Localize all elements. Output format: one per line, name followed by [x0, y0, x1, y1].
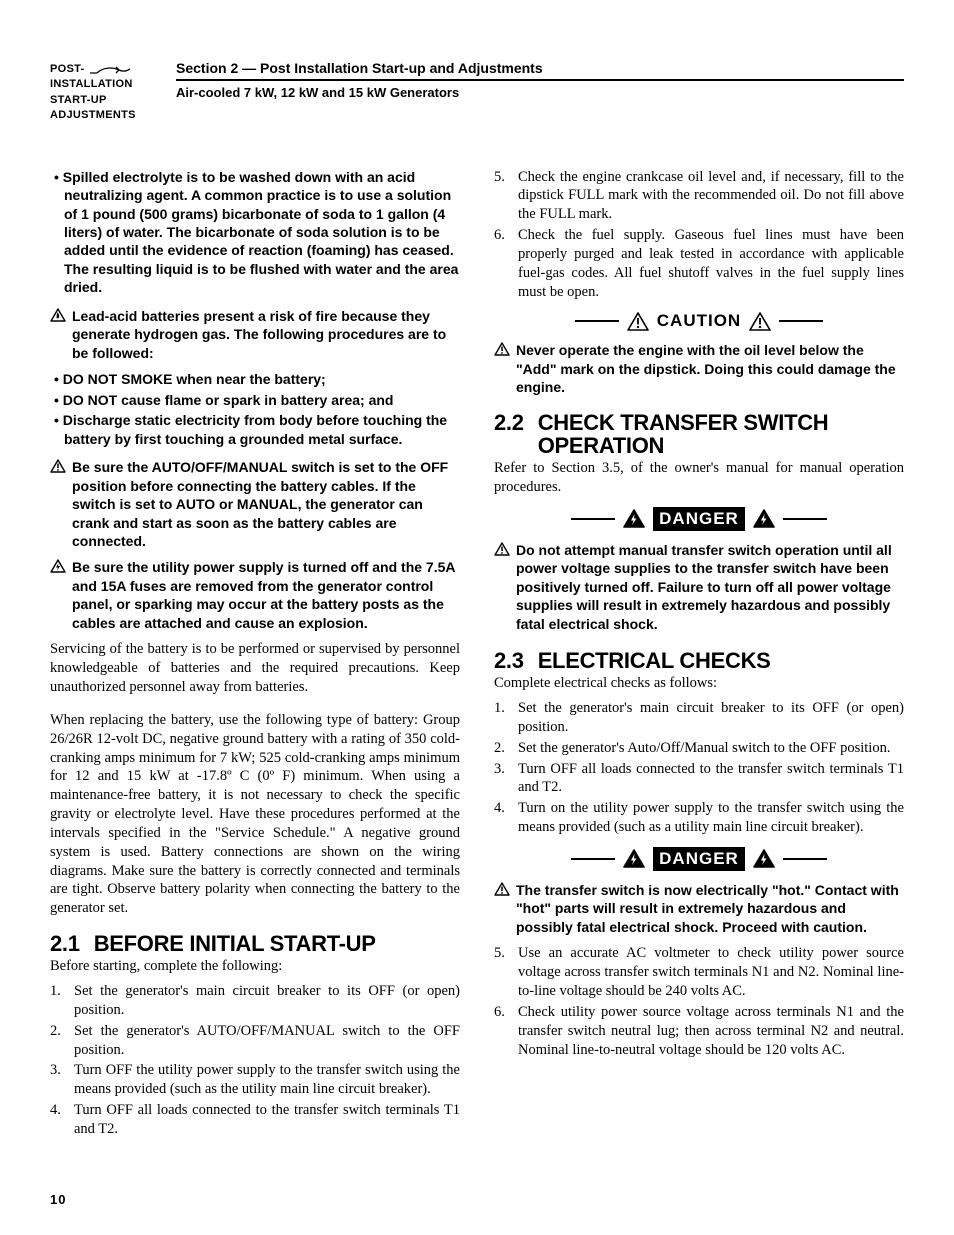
- utility-off-warning: Be sure the utility power supply is turn…: [50, 558, 460, 632]
- danger-banner-2: DANGER: [494, 847, 904, 871]
- warning-icon: [749, 312, 771, 331]
- servicing-para: Servicing of the battery is to be perfor…: [50, 640, 460, 697]
- caution-text: Never operate the engine with the oil le…: [516, 342, 896, 395]
- utility-off-text: Be sure the utility power supply is turn…: [72, 559, 455, 630]
- caution-para: Never operate the engine with the oil le…: [494, 341, 904, 396]
- replace-para: When replacing the battery, use the foll…: [50, 711, 460, 918]
- pre-list: Check the engine crankcase oil level and…: [494, 168, 904, 302]
- bolt-solid-icon: [753, 849, 775, 868]
- banner-line: [575, 320, 619, 322]
- bolt-solid-icon: [623, 849, 645, 868]
- caution-banner: CAUTION: [494, 311, 904, 331]
- banner-line: [571, 518, 615, 520]
- right-column: Check the engine crankcase oil level and…: [494, 168, 904, 1145]
- h22-lead: Refer to Section 3.5, of the owner's man…: [494, 459, 904, 497]
- heading-2-1: 2.1 BEFORE INITIAL START-UP: [50, 932, 460, 955]
- swoosh-icon: [89, 65, 131, 75]
- bullet-flame: • DO NOT cause flame or spark in battery…: [50, 391, 460, 409]
- warning-icon: [494, 882, 510, 896]
- h21-lead: Before starting, complete the following:: [50, 957, 460, 976]
- danger1-text: Do not attempt manual transfer switch op…: [516, 542, 892, 632]
- warning-icon: [627, 312, 649, 331]
- list-item: Set the generator's main circuit breaker…: [50, 982, 460, 1020]
- list-item: Check the engine crankcase oil level and…: [494, 168, 904, 225]
- list-item: Check utility power source voltage acros…: [494, 1003, 904, 1060]
- h22-num: 2.2: [494, 411, 524, 457]
- list-item: Turn OFF all loads connected to the tran…: [50, 1101, 460, 1139]
- danger1-para: Do not attempt manual transfer switch op…: [494, 541, 904, 633]
- h21-num: 2.1: [50, 932, 80, 955]
- banner-line: [783, 518, 827, 520]
- sidebar-label: POST- INSTALLATION START-UP ADJUSTMENTS: [50, 58, 150, 124]
- left-column: • Spilled electrolyte is to be washed do…: [50, 168, 460, 1145]
- h23-num: 2.3: [494, 649, 524, 672]
- columns: • Spilled electrolyte is to be washed do…: [50, 168, 904, 1145]
- list-item: Check the fuel supply. Gaseous fuel line…: [494, 226, 904, 301]
- header-titles: Section 2 — Post Installation Start-up a…: [176, 58, 904, 100]
- lead-acid-warning: Lead-acid batteries present a risk of fi…: [50, 307, 460, 362]
- list-item: Set the generator's AUTO/OFF/MANUAL swit…: [50, 1022, 460, 1060]
- bullet-discharge: • Discharge static electricity from body…: [50, 411, 460, 448]
- list-item: Turn OFF all loads connected to the tran…: [494, 760, 904, 798]
- bolt-icon: [50, 559, 66, 573]
- bolt-solid-icon: [753, 509, 775, 528]
- banner-line: [779, 320, 823, 322]
- h23-list-a: Set the generator's main circuit breaker…: [494, 699, 904, 837]
- fire-icon: [50, 308, 66, 322]
- list-item: Set the generator's main circuit breaker…: [494, 699, 904, 737]
- danger2-para: The transfer switch is now electrically …: [494, 881, 904, 936]
- list-item: Turn OFF the utility power supply to the…: [50, 1061, 460, 1099]
- h23-lead: Complete electrical checks as follows:: [494, 674, 904, 693]
- warning-icon: [50, 459, 66, 473]
- sidebar-l2: INSTALLATION: [50, 77, 150, 92]
- danger-banner-1: DANGER: [494, 507, 904, 531]
- page-number: 10: [50, 1192, 66, 1207]
- list-item: Turn on the utility power supply to the …: [494, 799, 904, 837]
- h23-list-b: Use an accurate AC voltmeter to check ut…: [494, 944, 904, 1059]
- danger-label: DANGER: [653, 507, 745, 531]
- sidebar-l4: ADJUSTMENTS: [50, 108, 150, 123]
- h21-title: BEFORE INITIAL START-UP: [94, 932, 376, 955]
- bullet-smoke: • DO NOT SMOKE when near the battery;: [50, 370, 460, 388]
- caution-label: CAUTION: [657, 311, 741, 331]
- danger2-text: The transfer switch is now electrically …: [516, 882, 899, 935]
- sidebar-post: POST-: [50, 62, 85, 77]
- danger-label: DANGER: [653, 847, 745, 871]
- heading-2-2: 2.2 CHECK TRANSFER SWITCH OPERATION: [494, 411, 904, 457]
- h23-title: ELECTRICAL CHECKS: [538, 649, 771, 672]
- auto-off-text: Be sure the AUTO/OFF/MANUAL switch is se…: [72, 459, 448, 549]
- bolt-solid-icon: [623, 509, 645, 528]
- h21-list: Set the generator's main circuit breaker…: [50, 982, 460, 1139]
- section-title: Section 2 — Post Installation Start-up a…: [176, 60, 904, 81]
- warning-icon: [494, 342, 510, 356]
- auto-off-warning: Be sure the AUTO/OFF/MANUAL switch is se…: [50, 458, 460, 550]
- banner-line: [571, 858, 615, 860]
- list-item: Use an accurate AC voltmeter to check ut…: [494, 944, 904, 1001]
- spill-para: • Spilled electrolyte is to be washed do…: [50, 168, 460, 297]
- heading-2-3: 2.3 ELECTRICAL CHECKS: [494, 649, 904, 672]
- sub-title: Air-cooled 7 kW, 12 kW and 15 kW Generat…: [176, 85, 904, 100]
- lead-acid-text: Lead-acid batteries present a risk of fi…: [72, 308, 446, 361]
- sidebar-l3: START-UP: [50, 93, 150, 108]
- page-header: POST- INSTALLATION START-UP ADJUSTMENTS …: [50, 58, 904, 124]
- banner-line: [783, 858, 827, 860]
- h22-title: CHECK TRANSFER SWITCH OPERATION: [538, 411, 904, 457]
- warning-icon: [494, 542, 510, 556]
- list-item: Set the generator's Auto/Off/Manual swit…: [494, 739, 904, 758]
